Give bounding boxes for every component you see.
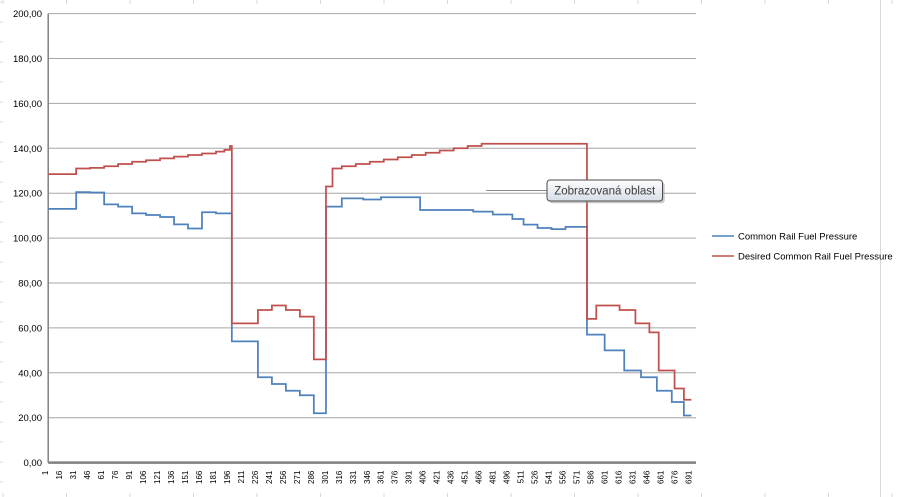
svg-text:60,00: 60,00 <box>18 323 42 334</box>
svg-text:586: 586 <box>586 470 595 484</box>
svg-text:406: 406 <box>419 470 428 484</box>
svg-text:80,00: 80,00 <box>18 279 42 290</box>
svg-text:0,00: 0,00 <box>24 458 43 469</box>
svg-text:541: 541 <box>545 470 554 484</box>
svg-text:496: 496 <box>503 470 512 484</box>
svg-text:631: 631 <box>628 470 637 484</box>
svg-text:436: 436 <box>447 470 456 484</box>
svg-text:140,00: 140,00 <box>13 144 42 155</box>
svg-text:211: 211 <box>237 470 246 483</box>
svg-text:361: 361 <box>377 470 386 484</box>
svg-text:526: 526 <box>531 470 540 484</box>
svg-text:466: 466 <box>475 470 484 484</box>
svg-text:661: 661 <box>656 470 665 484</box>
svg-text:511: 511 <box>517 470 526 483</box>
svg-text:61: 61 <box>97 470 106 479</box>
svg-text:Common Rail Fuel Pressure: Common Rail Fuel Pressure <box>738 232 857 243</box>
svg-text:226: 226 <box>251 470 260 484</box>
svg-text:196: 196 <box>223 470 232 484</box>
svg-text:601: 601 <box>600 470 609 484</box>
svg-text:106: 106 <box>139 470 148 484</box>
svg-text:16: 16 <box>55 470 64 479</box>
svg-text:421: 421 <box>433 470 442 484</box>
svg-text:180,00: 180,00 <box>13 54 42 65</box>
svg-text:160,00: 160,00 <box>13 99 42 110</box>
svg-text:286: 286 <box>307 470 316 484</box>
svg-text:151: 151 <box>181 470 190 484</box>
svg-text:Zobrazovaná oblast: Zobrazovaná oblast <box>554 186 656 198</box>
svg-text:Desired Common Rail Fuel Press: Desired Common Rail Fuel Pressure <box>738 252 893 263</box>
svg-text:331: 331 <box>349 470 358 484</box>
svg-text:31: 31 <box>69 470 78 479</box>
svg-text:271: 271 <box>293 470 302 484</box>
svg-text:346: 346 <box>363 470 372 484</box>
svg-text:241: 241 <box>265 470 274 484</box>
svg-text:100,00: 100,00 <box>13 234 42 245</box>
svg-text:1: 1 <box>41 470 50 475</box>
svg-text:46: 46 <box>83 470 92 479</box>
svg-text:20,00: 20,00 <box>18 413 42 424</box>
svg-text:676: 676 <box>670 470 679 484</box>
svg-text:200,00: 200,00 <box>13 9 42 20</box>
svg-text:40,00: 40,00 <box>18 368 42 379</box>
svg-text:646: 646 <box>642 470 651 484</box>
svg-text:166: 166 <box>195 470 204 484</box>
svg-text:91: 91 <box>125 470 134 479</box>
svg-text:391: 391 <box>405 470 414 484</box>
svg-text:451: 451 <box>461 470 470 484</box>
svg-text:301: 301 <box>321 470 330 484</box>
svg-text:376: 376 <box>391 470 400 484</box>
svg-text:616: 616 <box>614 470 623 484</box>
svg-text:181: 181 <box>209 470 218 484</box>
svg-text:256: 256 <box>279 470 288 484</box>
svg-text:76: 76 <box>111 470 120 479</box>
svg-text:120,00: 120,00 <box>13 189 42 200</box>
svg-text:121: 121 <box>153 470 162 484</box>
svg-text:556: 556 <box>559 470 568 484</box>
svg-text:316: 316 <box>335 470 344 484</box>
svg-text:691: 691 <box>684 470 693 484</box>
svg-text:136: 136 <box>167 470 176 484</box>
svg-text:571: 571 <box>572 470 581 484</box>
svg-text:481: 481 <box>489 470 498 484</box>
